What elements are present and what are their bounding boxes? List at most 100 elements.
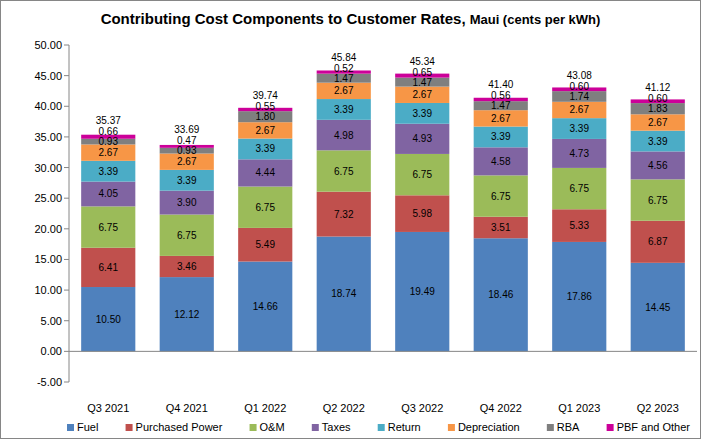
data-label: 6.75 <box>177 230 197 241</box>
title: Contributing Cost Components to Customer… <box>101 10 601 27</box>
data-label: 3.39 <box>334 104 354 115</box>
y-tick-label: 40.00 <box>34 100 62 112</box>
data-label: 2.67 <box>177 156 197 167</box>
x-tick-label: Q1 2022 <box>244 402 286 414</box>
bar-segment <box>160 170 214 191</box>
legend-swatch <box>378 424 385 431</box>
data-label: 3.51 <box>491 222 511 233</box>
legend-label: Return <box>388 421 421 433</box>
bar-segment <box>160 215 214 256</box>
bar-segment <box>160 191 214 215</box>
bar-segment <box>395 154 449 195</box>
subtitle: Maui (cents per kWh) <box>470 12 601 27</box>
data-labels: 10.506.416.754.053.392.670.930.6635.3712… <box>96 52 671 325</box>
total-label: 33.69 <box>174 124 199 135</box>
bar-segment <box>631 103 685 114</box>
data-label: 2.67 <box>413 89 433 100</box>
data-label: 2.67 <box>491 113 511 124</box>
y-tick <box>64 351 69 352</box>
y-tick-label: 15.00 <box>34 253 62 265</box>
bar-segment <box>317 120 371 151</box>
total-label: 35.37 <box>96 115 121 126</box>
data-label: 1.47 <box>491 100 511 111</box>
data-label: 0.66 <box>99 126 119 137</box>
data-label: 3.39 <box>491 131 511 142</box>
data-label: 0.56 <box>491 90 511 101</box>
data-label: 2.67 <box>570 104 590 115</box>
bar-segment <box>474 217 528 239</box>
data-label: 4.93 <box>413 133 433 144</box>
bar-segment <box>395 195 449 232</box>
bar-segment <box>317 150 371 191</box>
legend-label: Fuel <box>77 421 98 433</box>
data-label: 5.33 <box>570 220 590 231</box>
data-label: 0.93 <box>99 136 119 147</box>
y-tick <box>64 259 69 260</box>
legend-swatch <box>67 424 74 431</box>
bar-segment <box>395 232 449 351</box>
data-label: 6.87 <box>648 236 668 247</box>
bar-segment <box>552 91 606 102</box>
data-label: 3.39 <box>648 136 668 147</box>
total-label: 39.74 <box>253 90 278 101</box>
bar-segment <box>631 179 685 220</box>
legend-swatch <box>126 424 133 431</box>
bar-segment <box>631 131 685 152</box>
data-label: 4.56 <box>648 160 668 171</box>
bar-segment <box>474 110 528 126</box>
y-tick <box>64 136 69 137</box>
bar-segment <box>81 182 135 207</box>
y-tick-label: 0.00 <box>41 345 62 357</box>
data-label: 6.75 <box>491 191 511 202</box>
bar-segment <box>552 102 606 118</box>
data-label: 7.32 <box>334 209 354 220</box>
bar-segment <box>317 83 371 99</box>
data-label: 3.39 <box>413 108 433 119</box>
y-tick <box>64 45 69 46</box>
bar-segment <box>474 101 528 110</box>
bar-segment <box>317 99 371 120</box>
x-tick-label: Q2 2023 <box>637 402 679 414</box>
data-label: 3.39 <box>177 175 197 186</box>
bar-segment <box>552 242 606 351</box>
data-label: 18.46 <box>488 289 513 300</box>
legend-swatch <box>448 424 455 431</box>
legend-swatch <box>607 424 614 431</box>
data-label: 4.44 <box>256 167 276 178</box>
bar-segment <box>395 124 449 154</box>
data-label: 6.75 <box>256 202 276 213</box>
data-label: 2.67 <box>334 85 354 96</box>
y-tick <box>64 290 69 291</box>
y-tick <box>64 320 69 321</box>
data-label: 1.74 <box>570 91 590 102</box>
x-tick-label: Q3 2022 <box>401 402 443 414</box>
data-label: 1.47 <box>413 77 433 88</box>
bar-segment <box>631 114 685 130</box>
title-main: Contributing Cost Components to Customer… <box>101 10 466 27</box>
data-label: 6.41 <box>99 262 119 273</box>
data-label: 12.12 <box>174 309 199 320</box>
legend-label: Purchased Power <box>136 421 223 433</box>
total-label: 45.34 <box>410 56 435 67</box>
data-label: 6.75 <box>570 183 590 194</box>
data-label: 0.47 <box>177 135 197 146</box>
bar-segment <box>474 147 528 175</box>
bar-segment <box>552 209 606 242</box>
legend-label: O&M <box>260 421 285 433</box>
bar-segment <box>160 256 214 277</box>
data-label: 4.98 <box>334 130 354 141</box>
bar-segment <box>631 221 685 263</box>
data-label: 0.60 <box>570 81 590 92</box>
legend-label: PBF and Other <box>617 421 691 433</box>
bar-segment <box>238 262 292 352</box>
y-tick-label: 30.00 <box>34 162 62 174</box>
bar-segment <box>81 206 135 247</box>
data-label: 4.73 <box>570 148 590 159</box>
bar-segment <box>631 263 685 352</box>
bar-segment <box>238 187 292 228</box>
x-tick-label: Q4 2021 <box>166 402 208 414</box>
data-label: 4.05 <box>99 188 119 199</box>
data-label: 17.86 <box>567 291 592 302</box>
bar-segment <box>160 277 214 351</box>
bar-segment <box>238 159 292 186</box>
